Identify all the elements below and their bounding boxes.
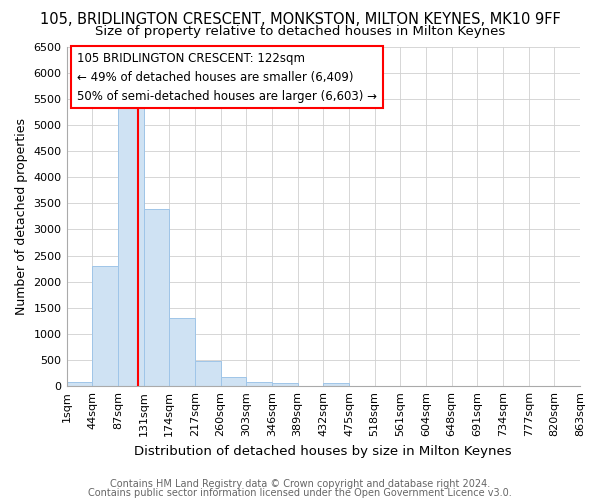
Bar — [92, 266, 118, 386]
Bar — [272, 384, 298, 386]
Bar — [169, 318, 195, 386]
Text: Contains HM Land Registry data © Crown copyright and database right 2024.: Contains HM Land Registry data © Crown c… — [110, 479, 490, 489]
Bar — [221, 376, 246, 386]
Text: Contains public sector information licensed under the Open Government Licence v3: Contains public sector information licen… — [88, 488, 512, 498]
Text: 105, BRIDLINGTON CRESCENT, MONKSTON, MILTON KEYNES, MK10 9FF: 105, BRIDLINGTON CRESCENT, MONKSTON, MIL… — [40, 12, 560, 28]
Text: Size of property relative to detached houses in Milton Keynes: Size of property relative to detached ho… — [95, 25, 505, 38]
Y-axis label: Number of detached properties: Number of detached properties — [15, 118, 28, 315]
Text: 105 BRIDLINGTON CRESCENT: 122sqm
← 49% of detached houses are smaller (6,409)
50: 105 BRIDLINGTON CRESCENT: 122sqm ← 49% o… — [77, 52, 377, 102]
Bar — [118, 102, 143, 386]
Bar — [67, 382, 92, 386]
Bar — [195, 361, 221, 386]
Bar — [143, 208, 169, 386]
X-axis label: Distribution of detached houses by size in Milton Keynes: Distribution of detached houses by size … — [134, 444, 512, 458]
Bar — [323, 383, 349, 386]
Bar — [246, 382, 272, 386]
